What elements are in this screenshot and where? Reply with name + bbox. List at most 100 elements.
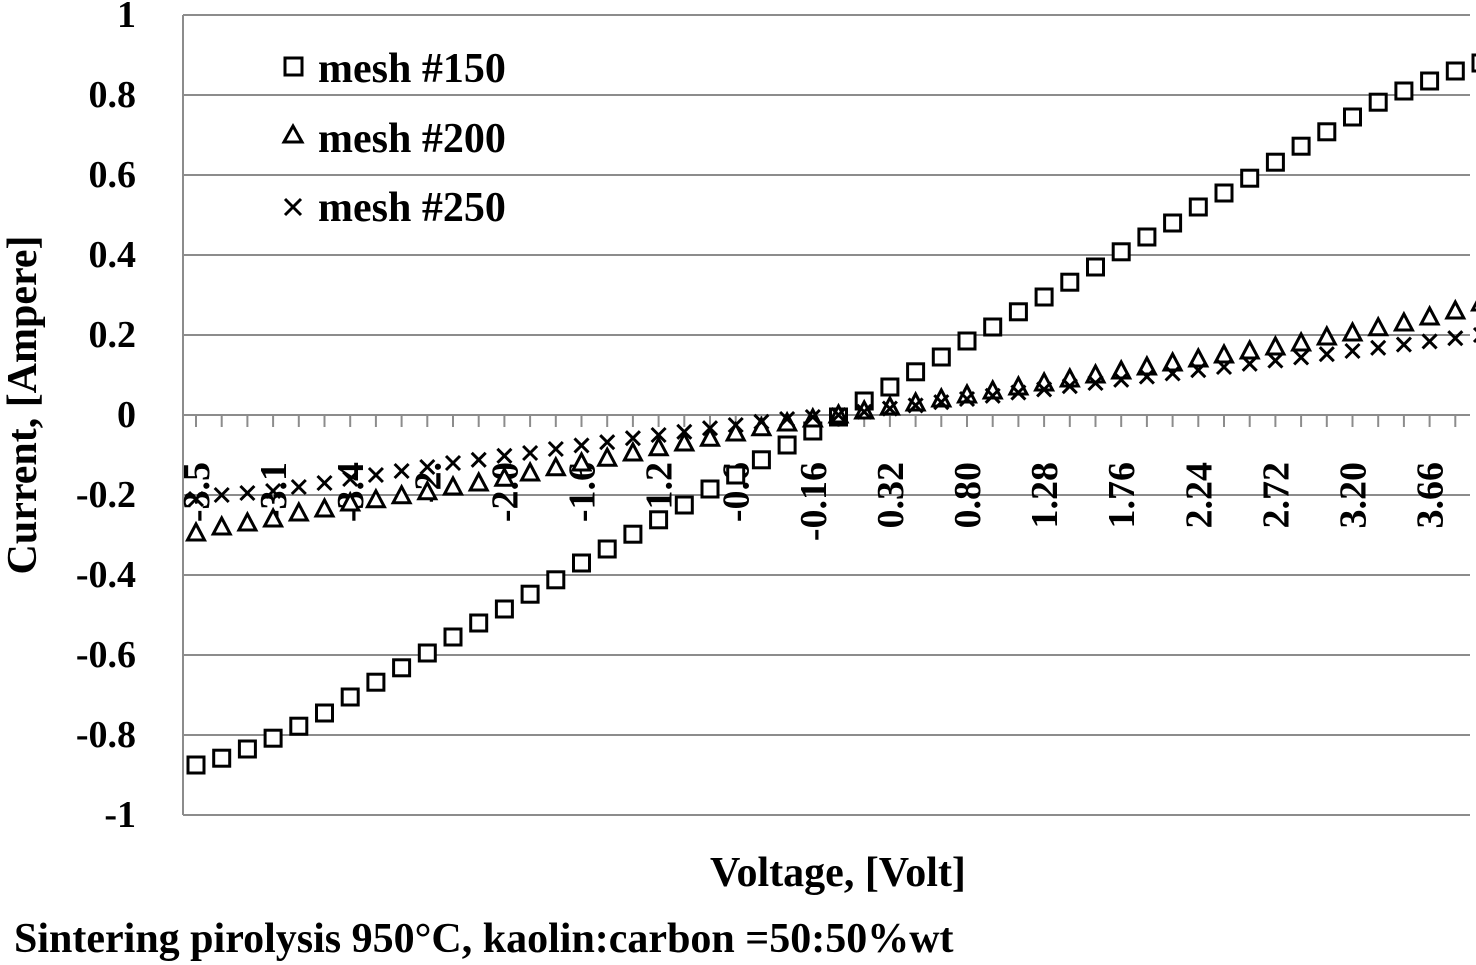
y-tick-label: -1 xyxy=(104,794,136,836)
data-point-square xyxy=(1240,168,1260,188)
data-point-triangle xyxy=(1315,324,1338,346)
x-tick-label: 2.72 xyxy=(1255,462,1297,529)
data-point-square xyxy=(417,643,437,663)
data-point-triangle xyxy=(1084,362,1107,384)
x-tick-label: -3.5 xyxy=(176,462,218,522)
legend-label: mesh #250 xyxy=(318,185,506,231)
y-tick-label: -0.4 xyxy=(76,554,136,596)
data-point-x xyxy=(290,478,307,496)
data-point-x xyxy=(650,426,667,444)
x-tick-label: 0.32 xyxy=(870,462,912,529)
data-point-x xyxy=(1036,381,1053,398)
data-point-square xyxy=(1265,152,1285,172)
data-point-square xyxy=(469,613,489,633)
x-tick-label: 1.28 xyxy=(1024,462,1066,529)
data-point-triangle xyxy=(1161,350,1184,372)
data-point-x xyxy=(779,410,796,428)
data-point-triangle xyxy=(1392,310,1415,332)
y-tick-label: -0.8 xyxy=(76,714,136,756)
data-point-triangle xyxy=(339,490,362,512)
data-point-x xyxy=(856,403,873,420)
data-point-square xyxy=(1317,122,1337,142)
data-point-triangle xyxy=(724,420,747,442)
data-point-triangle xyxy=(673,430,696,452)
y-tick-label: 0.8 xyxy=(89,74,137,116)
legend-marker-triangle xyxy=(281,122,305,144)
legend-marker-x xyxy=(283,197,303,217)
data-point-triangle xyxy=(493,466,516,487)
data-point-square xyxy=(1420,71,1440,91)
data-point-triangle xyxy=(776,410,799,432)
data-point-x xyxy=(701,420,719,437)
data-point-x xyxy=(804,408,821,426)
data-point-square xyxy=(572,553,591,573)
data-point-square xyxy=(1111,242,1131,262)
legend-label: mesh #150 xyxy=(318,46,506,92)
data-point-square xyxy=(546,570,566,590)
data-point-square xyxy=(1291,136,1311,156)
y-tick-label: 0.2 xyxy=(89,314,137,356)
data-point-x xyxy=(1061,378,1078,395)
data-point-triangle xyxy=(1187,346,1210,368)
x-axis-title: Voltage, [Volt] xyxy=(710,850,966,896)
data-point-square xyxy=(212,748,232,768)
y-tick-label: 1 xyxy=(117,0,136,36)
data-point-square xyxy=(726,465,746,485)
legend-label: mesh #200 xyxy=(318,116,506,162)
data-point-x xyxy=(367,466,384,484)
data-point-square xyxy=(1008,302,1028,322)
data-point-x xyxy=(624,430,641,447)
data-point-triangle xyxy=(570,450,593,472)
data-point-x xyxy=(573,437,590,454)
x-tick-label: 3.66 xyxy=(1410,462,1452,529)
data-point-square xyxy=(1060,272,1080,292)
data-point-x xyxy=(1215,358,1233,376)
data-point-x xyxy=(958,390,976,408)
data-point-x xyxy=(187,490,205,508)
data-point-triangle xyxy=(236,510,259,532)
data-point-square xyxy=(1394,81,1414,101)
data-point-x xyxy=(1344,342,1361,360)
y-tick-label: 0.4 xyxy=(89,234,137,276)
data-point-triangle xyxy=(1058,366,1081,388)
data-point-triangle xyxy=(1341,320,1364,342)
data-point-x xyxy=(1421,333,1438,350)
data-point-triangle xyxy=(416,479,439,501)
data-point-triangle xyxy=(544,455,567,477)
data-point-x xyxy=(213,486,230,504)
data-point-square xyxy=(700,479,720,499)
data-point-x xyxy=(1447,330,1464,347)
x-tick-label: -3.4 xyxy=(330,462,372,522)
data-point-x xyxy=(1370,339,1387,356)
data-point-x xyxy=(496,447,513,464)
plot-series xyxy=(185,53,1476,775)
data-point-square xyxy=(366,672,386,692)
y-tick-label: 0 xyxy=(117,394,136,436)
series-mesh-250 xyxy=(187,326,1476,508)
data-point-triangle xyxy=(519,460,542,482)
data-point-x xyxy=(316,474,333,492)
legend: mesh #150 mesh #200 mesh #250 xyxy=(281,46,506,231)
data-point-square xyxy=(906,362,926,382)
data-point-triangle xyxy=(1444,298,1467,320)
data-point-x xyxy=(599,434,616,451)
data-point-triangle xyxy=(185,520,207,542)
data-point-x xyxy=(1113,371,1130,388)
x-tick-label: 2.24 xyxy=(1178,462,1220,529)
legend-item-mesh-200: mesh #200 xyxy=(281,116,506,162)
y-axis-title: Current, [Ampere] xyxy=(0,235,46,574)
x-tick-labels: -3.5-3.1-3.4-2.-2.0-1.6-1.2-0.6-0.160.32… xyxy=(176,462,1452,541)
data-point-x xyxy=(881,400,898,417)
data-point-x xyxy=(1267,352,1284,369)
data-point-square xyxy=(1343,107,1362,127)
data-point-square xyxy=(289,716,309,736)
data-point-triangle xyxy=(596,446,619,467)
legend-item-mesh-150: mesh #150 xyxy=(283,46,506,92)
data-point-triangle xyxy=(467,470,490,492)
data-point-square xyxy=(186,755,206,775)
x-tick-label: 3.20 xyxy=(1333,462,1375,529)
data-point-triangle xyxy=(262,506,285,528)
data-point-square xyxy=(957,331,977,351)
data-point-x xyxy=(1010,384,1027,401)
x-tick-label: 1.76 xyxy=(1101,462,1143,529)
